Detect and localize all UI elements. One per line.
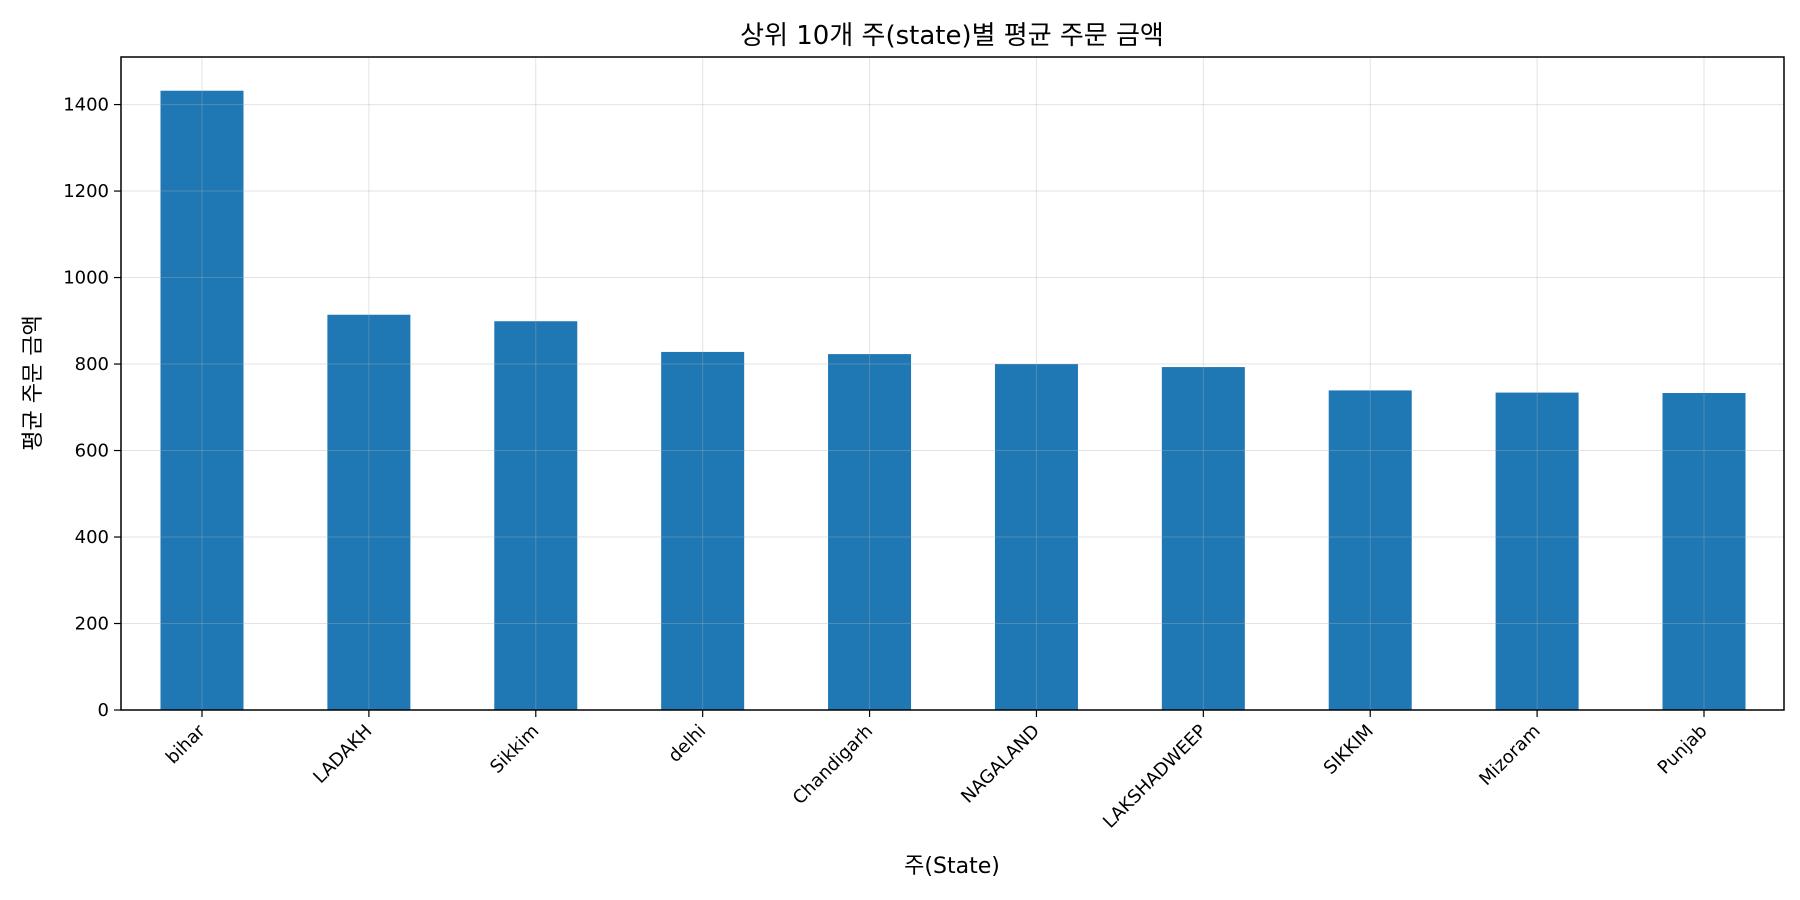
y-tick-label: 600: [75, 441, 109, 462]
bar-delhi: [661, 351, 745, 710]
y-tick-label: 1000: [63, 268, 109, 289]
bar-mizoram: [1495, 392, 1579, 710]
x-tick-label: Chandigarh: [789, 721, 877, 809]
y-axis-label: 평균 주문 금액: [21, 315, 46, 450]
y-tick-label: 1400: [63, 95, 109, 116]
x-tick-label: Mizoram: [1475, 721, 1544, 790]
y-tick-label: 400: [75, 527, 109, 548]
bar-punjab: [1662, 393, 1746, 710]
chart-title: 상위 10개 주(state)별 평균 주문 금액: [740, 21, 1164, 51]
bar-nagaland: [994, 364, 1078, 710]
y-axis-ticks: 0 200 400 600 800 1000 1200 1400: [63, 95, 121, 721]
x-tick-label: SIKKIM: [1320, 721, 1378, 779]
y-tick-label: 0: [98, 700, 109, 721]
x-tick-label: delhi: [664, 721, 710, 767]
y-tick-label: 1200: [63, 181, 109, 202]
x-tick-label: Sikkim: [486, 721, 543, 778]
bars: [160, 90, 1746, 710]
bar-sikkim: [494, 321, 578, 710]
bar-sikkim: [1328, 390, 1412, 710]
bar-lakshadweep: [1161, 367, 1245, 710]
x-tick-label: Punjab: [1654, 721, 1712, 779]
x-tick-label: NAGALAND: [957, 721, 1044, 808]
bar-bihar: [160, 90, 244, 710]
x-axis-label: 주(State): [904, 854, 1000, 879]
bar-chandigarh: [828, 354, 912, 710]
x-tick-label: bihar: [162, 720, 210, 768]
bar-ladakh: [327, 314, 411, 710]
y-tick-label: 800: [75, 354, 109, 375]
x-axis-ticks: bihar LADAKH Sikkim delhi Chandigarh NAGALAND…: [162, 710, 1712, 832]
y-tick-label: 200: [75, 614, 109, 635]
x-tick-label: LADAKH: [309, 721, 376, 788]
x-tick-label: LAKSHADWEEP: [1099, 721, 1211, 833]
plot-frame: [120, 56, 1785, 711]
